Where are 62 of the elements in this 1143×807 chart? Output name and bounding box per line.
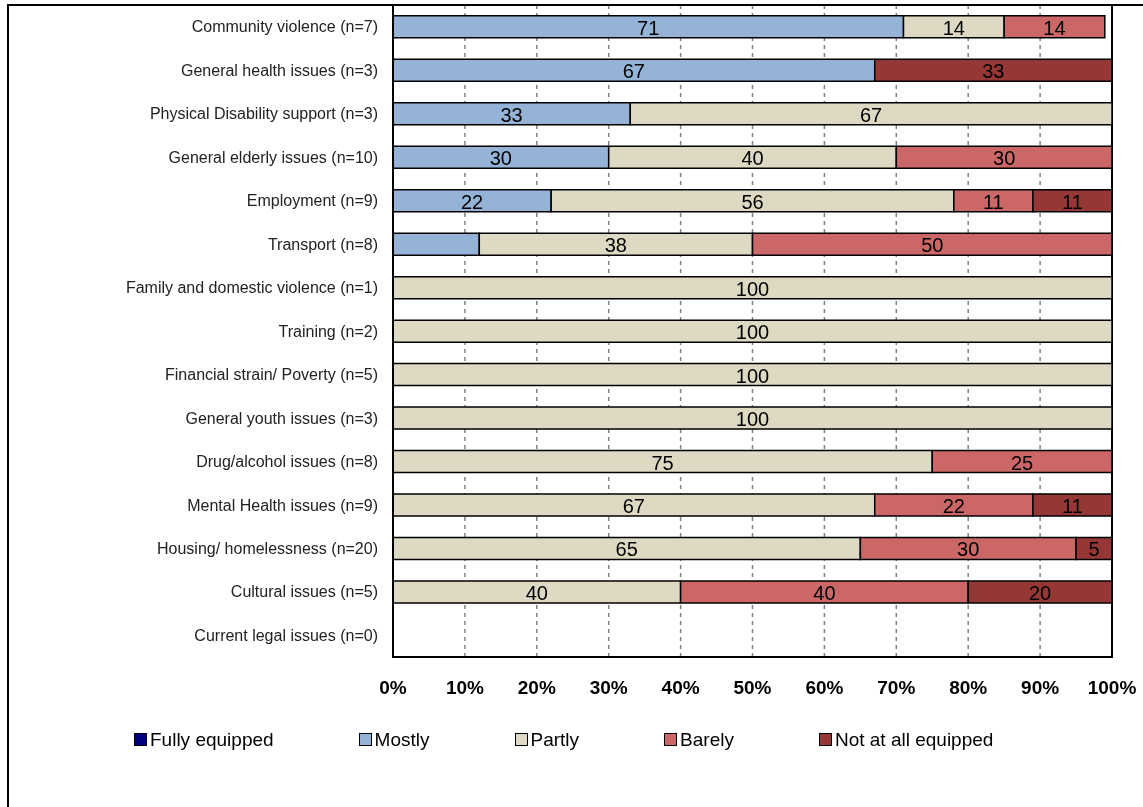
y-tick-label: Community violence (n=7) [191,18,378,36]
x-tick-label: 90% [1021,677,1060,699]
y-tick-label: Financial strain/ Poverty (n=5) [165,366,378,384]
legend-label: Mostly [374,728,430,751]
data-label: 40 [741,147,764,170]
x-tick-label: 30% [589,677,628,699]
data-label: 71 [637,16,660,39]
x-tick-label: 100% [1087,677,1137,699]
data-label: 33 [982,60,1005,83]
data-label: 100 [735,321,770,344]
data-label: 50 [921,234,944,257]
data-label: 56 [741,190,764,213]
data-label: 65 [615,538,638,561]
data-label: 5 [1088,538,1100,561]
y-tick-label: Current legal issues (n=0) [194,626,378,644]
y-tick-label: Cultural issues (n=5) [230,583,378,601]
data-label: 25 [1011,451,1034,474]
legend-label: Barely [680,728,734,751]
y-tick-label: Training (n=2) [278,322,378,340]
y-tick-label: General elderly issues (n=10) [168,148,378,166]
x-tick-label: 10% [445,677,485,699]
y-tick-label: Transport (n=8) [267,235,378,253]
data-label: 14 [1043,16,1066,39]
data-label: 38 [604,234,628,257]
x-tick-label: 60% [805,677,844,699]
data-label: 11 [982,190,1004,213]
data-label: 40 [813,581,836,604]
data-label: 67 [622,60,645,83]
data-label: 22 [942,495,965,517]
data-label: 30 [957,538,980,561]
data-label: 30 [489,147,512,170]
y-tick-label: Housing/ homelessness (n=20) [156,540,378,558]
data-label: 67 [860,103,883,126]
data-label: 20 [1028,581,1052,604]
y-tick-label: General youth issues (n=3) [185,409,378,427]
data-label: 100 [735,364,770,387]
x-tick-label: 0% [379,677,407,699]
x-tick-label: 70% [877,677,916,699]
y-tick-label: Physical Disability support (n=3) [149,105,378,123]
data-label: 75 [651,451,674,474]
data-label: 100 [735,408,770,431]
y-tick-label: General health issues (n=3) [181,61,378,79]
data-label: 100 [735,277,770,300]
data-label: 22 [460,190,484,213]
y-tick-label: Mental Health issues (n=9) [187,496,378,514]
data-label: 11 [1062,495,1083,517]
data-label: 33 [500,103,523,126]
legend-label: Fully equipped [150,728,274,751]
x-tick-label: 80% [949,677,988,699]
x-tick-label: 40% [661,677,700,699]
y-tick-label: Employment (n=9) [246,192,378,210]
data-label: 67 [622,495,645,517]
legend-label: Partly [530,728,580,751]
y-tick-label: Family and domestic violence (n=1) [125,279,378,297]
data-label: 40 [525,581,548,604]
data-label: 14 [942,16,965,39]
y-tick-label: Drug/alcohol issues (n=8) [196,453,378,471]
legend-label: Not at all equipped [834,728,994,751]
x-tick-label: 50% [733,677,772,699]
x-tick-label: 20% [517,677,556,699]
data-label: 11 [1062,190,1083,213]
data-label: 30 [993,147,1016,170]
